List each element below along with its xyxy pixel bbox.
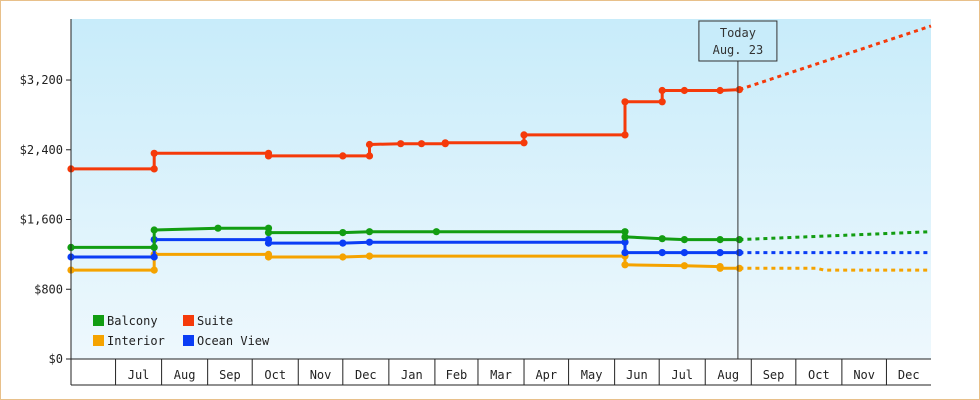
plot-background xyxy=(71,19,931,359)
y-tick-label: $800 xyxy=(34,282,63,296)
data-point[interactable] xyxy=(658,98,666,106)
data-point[interactable] xyxy=(365,252,374,260)
x-tick-label: May xyxy=(581,368,603,382)
x-tick-label: Jan xyxy=(401,368,423,382)
data-point[interactable] xyxy=(716,86,724,95)
x-tick-label: Dec xyxy=(898,368,920,382)
legend-item[interactable]: Suite xyxy=(183,314,233,328)
x-tick-label: Apr xyxy=(535,368,557,382)
data-point[interactable] xyxy=(417,140,426,148)
x-tick-label: Oct xyxy=(808,368,830,382)
data-point[interactable] xyxy=(150,266,158,274)
legend-item[interactable]: Interior xyxy=(93,334,165,348)
x-tick-label: Oct xyxy=(264,368,286,382)
legend-swatch xyxy=(93,335,104,346)
data-point[interactable] xyxy=(441,139,449,147)
data-point[interactable] xyxy=(520,139,528,147)
axes: $0 $800 $1,600 $2,400 $3,200 Jul Aug Sep Oct Nov D… xyxy=(20,19,931,386)
data-point[interactable] xyxy=(716,249,724,257)
today-label: Today xyxy=(720,26,756,40)
today-callout-box xyxy=(698,20,778,62)
series-forecast-line xyxy=(739,266,931,272)
data-point[interactable] xyxy=(735,236,744,244)
data-point[interactable] xyxy=(339,229,347,237)
x-tick-label: Feb xyxy=(446,368,468,382)
data-point[interactable] xyxy=(264,253,273,261)
y-tick-label: $1,600 xyxy=(20,213,63,227)
legend-label: Balcony xyxy=(107,314,158,328)
data-point[interactable] xyxy=(520,131,528,139)
x-tick-label: Jul xyxy=(128,368,150,382)
legend-swatch xyxy=(183,315,194,326)
data-point[interactable] xyxy=(365,140,374,149)
data-point[interactable] xyxy=(658,249,666,257)
legend-item[interactable]: Ocean View xyxy=(183,334,270,348)
data-point[interactable] xyxy=(658,235,666,243)
data-point[interactable] xyxy=(150,165,158,173)
data-point[interactable] xyxy=(680,249,689,257)
x-tick-label: Sep xyxy=(763,368,785,382)
y-tick-label: $3,200 xyxy=(20,73,63,87)
data-point[interactable] xyxy=(735,86,744,94)
x-tick-label: Jul xyxy=(671,368,693,382)
legend-label: Ocean View xyxy=(197,334,270,348)
data-point[interactable] xyxy=(339,152,347,160)
data-point[interactable] xyxy=(621,228,629,236)
data-point[interactable] xyxy=(150,253,158,261)
legend: Balcony Suite Interior Ocean View xyxy=(93,314,270,348)
data-point[interactable] xyxy=(432,228,440,236)
data-point[interactable] xyxy=(339,253,347,261)
data-point[interactable] xyxy=(365,238,374,246)
x-tick-label: Dec xyxy=(355,368,377,382)
today-marker: Today Aug. 23 xyxy=(698,20,778,359)
today-date-label: Aug. 23 xyxy=(713,43,764,57)
data-point[interactable] xyxy=(621,233,629,241)
legend-item[interactable]: Balcony xyxy=(93,314,158,328)
data-point[interactable] xyxy=(621,238,629,246)
legend-swatch xyxy=(93,315,104,326)
data-point[interactable] xyxy=(680,262,689,270)
data-point[interactable] xyxy=(680,86,689,95)
data-point[interactable] xyxy=(150,226,158,234)
data-point[interactable] xyxy=(214,224,222,232)
data-point[interactable] xyxy=(264,152,273,160)
data-point[interactable] xyxy=(621,261,629,269)
x-tick-label: Nov xyxy=(853,368,875,382)
data-point[interactable] xyxy=(621,98,629,106)
data-point[interactable] xyxy=(658,86,666,95)
data-point[interactable] xyxy=(365,228,374,236)
x-tick-label: Aug xyxy=(717,368,739,382)
legend-swatch xyxy=(183,335,194,346)
data-point[interactable] xyxy=(621,249,629,257)
x-tick-label: Mar xyxy=(490,368,512,382)
x-tick-label: Sep xyxy=(219,368,241,382)
y-tick-label: $0 xyxy=(49,352,63,366)
data-point[interactable] xyxy=(365,152,374,160)
legend-label: Interior xyxy=(107,334,165,348)
data-point[interactable] xyxy=(735,249,744,257)
x-tick-label: Jun xyxy=(626,368,648,382)
x-tick-label: Aug xyxy=(174,368,196,382)
data-point[interactable] xyxy=(621,131,629,139)
data-point[interactable] xyxy=(735,264,744,272)
data-point[interactable] xyxy=(716,236,724,244)
x-tick-label: Nov xyxy=(310,368,332,382)
data-point[interactable] xyxy=(680,236,689,244)
data-point[interactable] xyxy=(150,243,158,251)
legend-label: Suite xyxy=(197,314,233,328)
data-point[interactable] xyxy=(264,229,273,237)
data-point[interactable] xyxy=(716,264,724,272)
data-point[interactable] xyxy=(397,140,405,148)
data-point[interactable] xyxy=(264,239,273,247)
data-point[interactable] xyxy=(150,149,158,157)
data-point[interactable] xyxy=(339,239,347,247)
series-forecast-line xyxy=(738,24,932,92)
series-suite xyxy=(67,24,932,173)
y-tick-label: $2,400 xyxy=(20,143,63,157)
